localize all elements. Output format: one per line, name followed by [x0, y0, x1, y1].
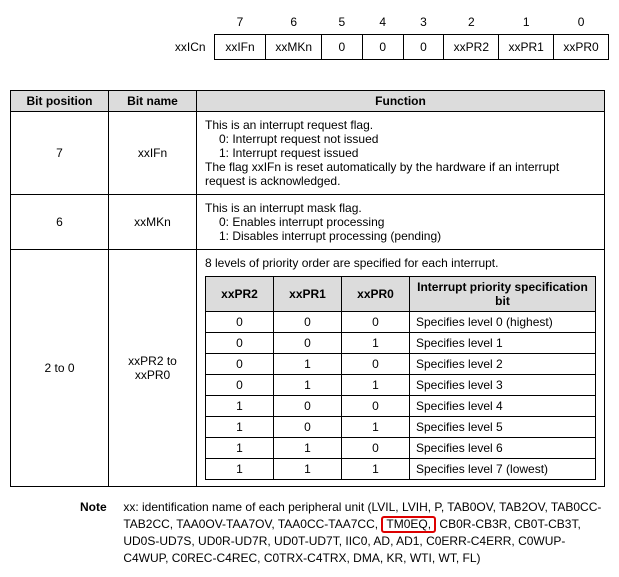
bitname-6: xxMKn: [109, 195, 197, 250]
prio-desc: Specifies level 3: [410, 375, 596, 396]
field-3: 0: [403, 35, 444, 60]
prio-hdr-pr1: xxPR1: [274, 277, 342, 312]
note-block: Note xx: identification name of each per…: [80, 499, 609, 567]
prio-cell: 0: [274, 333, 342, 354]
note-label: Note: [80, 499, 120, 516]
bitnum-6: 6: [266, 10, 321, 35]
prio-cell: 0: [342, 312, 410, 333]
prio-hdr-pr0: xxPR0: [342, 277, 410, 312]
prio-cell: 1: [206, 417, 274, 438]
func-line: 0: Enables interrupt processing: [205, 215, 596, 229]
prio-row: 1 1 0 Specifies level 6: [206, 438, 596, 459]
field-0: xxPR0: [554, 35, 609, 60]
register-name: xxICn: [160, 35, 214, 60]
prio-desc: Specifies level 2: [410, 354, 596, 375]
table-row: 6 xxMKn This is an interrupt mask flag. …: [11, 195, 605, 250]
prio-row: 0 0 1 Specifies level 1: [206, 333, 596, 354]
prio-cell: 1: [342, 417, 410, 438]
prio-desc: Specifies level 0 (highest): [410, 312, 596, 333]
prio-cell: 1: [342, 333, 410, 354]
bitpos-6: 6: [11, 195, 109, 250]
prio-desc: Specifies level 5: [410, 417, 596, 438]
func-6: This is an interrupt mask flag. 0: Enabl…: [197, 195, 605, 250]
bitpos-7: 7: [11, 112, 109, 195]
register-layout: 7 6 5 4 3 2 1 0 xxICn xxIFn xxMKn 0 0 0 …: [160, 10, 609, 60]
func-7: This is an interrupt request flag. 0: In…: [197, 112, 605, 195]
field-5: 0: [321, 35, 362, 60]
prio-cell: 1: [206, 438, 274, 459]
bitnum-7: 7: [214, 10, 266, 35]
prio-cell: 0: [274, 312, 342, 333]
bit-description-table: Bit position Bit name Function 7 xxIFn T…: [10, 90, 605, 487]
prio-cell: 1: [274, 438, 342, 459]
field-4: 0: [362, 35, 403, 60]
prio-hdr-desc: Interrupt priority specification bit: [410, 277, 596, 312]
bitname-7: xxIFn: [109, 112, 197, 195]
prio-cell: 1: [274, 354, 342, 375]
field-1: xxPR1: [499, 35, 554, 60]
priority-table: xxPR2 xxPR1 xxPR0 Interrupt priority spe…: [205, 276, 596, 480]
prio-cell: 1: [206, 396, 274, 417]
prio-cell: 0: [274, 396, 342, 417]
prio-row: 1 0 1 Specifies level 5: [206, 417, 596, 438]
func-line: This is an interrupt mask flag.: [205, 201, 362, 215]
prio-cell: 1: [206, 459, 274, 480]
prio-cell: 1: [274, 375, 342, 396]
field-6: xxMKn: [266, 35, 321, 60]
prio-cell: 0: [342, 354, 410, 375]
bitnum-2: 2: [444, 10, 499, 35]
col-bit-name: Bit name: [109, 91, 197, 112]
prio-cell: 1: [342, 375, 410, 396]
bitname-2to0: xxPR2 to xxPR0: [109, 250, 197, 487]
func-line: The flag xxIFn is reset automatically by…: [205, 160, 559, 188]
prio-row: 1 0 0 Specifies level 4: [206, 396, 596, 417]
prio-row: 0 1 1 Specifies level 3: [206, 375, 596, 396]
col-function: Function: [197, 91, 605, 112]
bitnum-5: 5: [321, 10, 362, 35]
prio-cell: 0: [206, 333, 274, 354]
table-row: 7 xxIFn This is an interrupt request fla…: [11, 112, 605, 195]
bitnum-1: 1: [499, 10, 554, 35]
field-2: xxPR2: [444, 35, 499, 60]
table-row: 2 to 0 xxPR2 to xxPR0 8 levels of priori…: [11, 250, 605, 487]
prio-cell: 0: [206, 312, 274, 333]
func-line: 1: Disables interrupt processing (pendin…: [205, 229, 596, 243]
note-highlight: TM0EQ,: [381, 516, 436, 533]
bitnum-3: 3: [403, 10, 444, 35]
field-7: xxIFn: [214, 35, 266, 60]
prio-cell: 0: [342, 438, 410, 459]
prio-desc: Specifies level 6: [410, 438, 596, 459]
reg-name-spacer: [160, 10, 214, 35]
func-2to0: 8 levels of priority order are specified…: [197, 250, 605, 487]
prio-row: 1 1 1 Specifies level 7 (lowest): [206, 459, 596, 480]
prio-hdr-pr2: xxPR2: [206, 277, 274, 312]
prio-cell: 0: [206, 354, 274, 375]
prio-desc: Specifies level 1: [410, 333, 596, 354]
prio-desc: Specifies level 4: [410, 396, 596, 417]
prio-desc: Specifies level 7 (lowest): [410, 459, 596, 480]
prio-cell: 1: [274, 459, 342, 480]
bitnum-0: 0: [554, 10, 609, 35]
func-line: This is an interrupt request flag.: [205, 118, 373, 132]
func-line: 0: Interrupt request not issued: [205, 132, 596, 146]
func-line: 1: Interrupt request issued: [205, 146, 596, 160]
prio-cell: 1: [342, 459, 410, 480]
prio-cell: 0: [342, 396, 410, 417]
col-bit-position: Bit position: [11, 91, 109, 112]
bitpos-2to0: 2 to 0: [11, 250, 109, 487]
prio-cell: 0: [206, 375, 274, 396]
prio-intro: 8 levels of priority order are specified…: [205, 256, 498, 270]
note-body: xx: identification name of each peripher…: [123, 499, 603, 567]
prio-row: 0 0 0 Specifies level 0 (highest): [206, 312, 596, 333]
prio-cell: 0: [274, 417, 342, 438]
prio-row: 0 1 0 Specifies level 2: [206, 354, 596, 375]
bitnum-4: 4: [362, 10, 403, 35]
